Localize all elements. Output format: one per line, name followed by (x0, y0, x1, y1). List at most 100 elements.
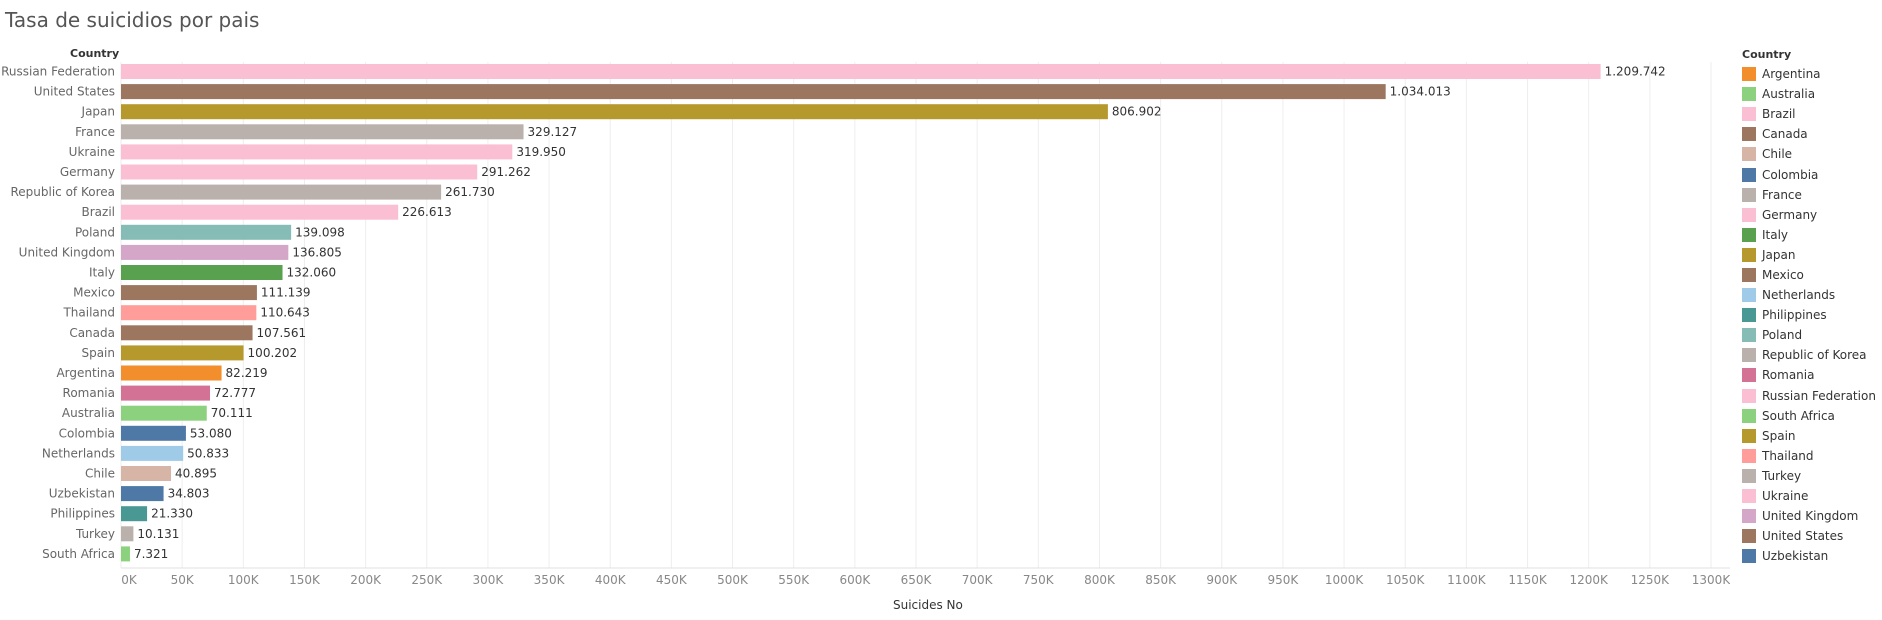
legend-label: Uzbekistan (1762, 549, 1829, 564)
category-label: Thailand (62, 306, 115, 320)
legend-swatch (1742, 348, 1756, 363)
legend-item[interactable]: Philippines (1742, 305, 1876, 325)
legend-item[interactable]: Ukraine (1742, 486, 1876, 506)
legend-swatch (1742, 509, 1756, 524)
legend-label: South Africa (1762, 408, 1835, 423)
legend-swatch (1742, 187, 1756, 202)
bar (121, 405, 207, 421)
x-tick-label: 400K (595, 573, 627, 587)
legend-item[interactable]: Thailand (1742, 446, 1876, 466)
legend-label: Chile (1762, 147, 1793, 162)
bar (121, 64, 1601, 79)
legend-swatch (1742, 408, 1756, 423)
data-label: 806.902 (1112, 105, 1162, 119)
legend-swatch (1742, 147, 1756, 162)
data-label: 329.127 (528, 125, 578, 139)
x-tick-label: 700K (962, 573, 994, 587)
x-tick-label: 1050K (1386, 573, 1426, 587)
x-tick-label: 50K (171, 573, 195, 587)
data-label: 1.209.742 (1605, 65, 1666, 79)
data-label: 132.060 (287, 266, 337, 280)
x-tick-label: 1300K (1692, 573, 1730, 587)
data-label: 70.111 (211, 406, 253, 420)
x-tick-label: 100K (228, 573, 260, 587)
x-tick-label: 750K (1023, 573, 1055, 587)
legend-item[interactable]: Netherlands (1742, 285, 1876, 305)
bar (121, 345, 244, 361)
legend-item[interactable]: France (1742, 185, 1876, 205)
chart-title: Tasa de suicidios por pais (5, 8, 260, 32)
legend-item[interactable]: Argentina (1742, 64, 1876, 84)
legend-swatch (1742, 127, 1756, 142)
category-label: Uzbekistan (49, 487, 115, 501)
legend-swatch (1742, 227, 1756, 242)
bar (121, 305, 257, 321)
legend-title: Country (1742, 48, 1792, 61)
legend-item[interactable]: Germany (1742, 205, 1876, 225)
legend-item[interactable]: Colombia (1742, 164, 1876, 184)
legend-item[interactable]: Brazil (1742, 104, 1876, 124)
category-label: Turkey (75, 527, 115, 541)
legend-item[interactable]: Chile (1742, 144, 1876, 164)
legend-item[interactable]: Mexico (1742, 265, 1876, 285)
legend-swatch (1742, 267, 1756, 282)
category-label: Germany (60, 165, 115, 179)
legend-label: Thailand (1762, 448, 1814, 463)
data-label: 261.730 (445, 185, 495, 199)
x-tick-label: 650K (901, 573, 933, 587)
legend-item[interactable]: United Kingdom (1742, 506, 1876, 526)
legend-item[interactable]: Republic of Korea (1742, 345, 1876, 365)
legend-label: United States (1762, 529, 1844, 544)
legend-swatch (1742, 428, 1756, 443)
data-label: 53.080 (190, 426, 232, 440)
legend-swatch (1742, 288, 1756, 303)
bar (121, 365, 222, 381)
legend-label: United Kingdom (1762, 509, 1859, 524)
data-label: 34.803 (168, 487, 210, 501)
legend-swatch (1742, 167, 1756, 182)
legend-item[interactable]: United States (1742, 526, 1876, 546)
legend-label: Turkey (1762, 468, 1802, 483)
bar (121, 466, 172, 481)
legend-item[interactable]: Canada (1742, 124, 1876, 144)
x-tick-label: 1000K (1325, 573, 1365, 587)
x-tick-label: 150K (289, 573, 321, 587)
category-label: Argentina (56, 366, 115, 380)
data-label: 110.643 (260, 306, 310, 320)
legend-item[interactable]: Poland (1742, 325, 1876, 345)
category-label: Russian Federation (1, 65, 115, 79)
bar (121, 204, 399, 220)
legend-swatch (1742, 368, 1756, 383)
legend-item[interactable]: Turkey (1742, 466, 1876, 486)
legend-item[interactable]: Romania (1742, 365, 1876, 385)
data-label: 50.833 (187, 446, 229, 460)
legend-item[interactable]: Australia (1742, 84, 1876, 104)
x-tick-label: 500K (717, 573, 749, 587)
bar (121, 546, 130, 562)
legend-swatch (1742, 107, 1756, 122)
x-tick-label: 250K (411, 573, 443, 587)
legend-item[interactable]: South Africa (1742, 406, 1876, 426)
data-label: 40.895 (175, 467, 217, 481)
category-label: Australia (62, 406, 115, 420)
data-label: 10.131 (137, 527, 179, 541)
data-label: 72.777 (214, 386, 256, 400)
legend-swatch (1742, 328, 1756, 343)
legend-label: Spain (1762, 428, 1796, 443)
data-label: 111.139 (261, 286, 311, 300)
legend-item[interactable]: Italy (1742, 225, 1876, 245)
category-label: Italy (89, 266, 115, 280)
x-tick-label: 850K (1145, 573, 1177, 587)
x-tick-label: 0K (121, 573, 138, 587)
category-label: Ukraine (69, 145, 115, 159)
legend-label: Colombia (1762, 167, 1819, 182)
legend-item[interactable]: Japan (1742, 245, 1876, 265)
legend-item[interactable]: Uzbekistan (1742, 546, 1876, 566)
bar (121, 325, 253, 341)
legend-label: Republic of Korea (1762, 348, 1867, 363)
legend-item[interactable]: Spain (1742, 426, 1876, 446)
legend-item[interactable]: Russian Federation (1742, 386, 1876, 406)
legend-label: Australia (1762, 87, 1816, 102)
data-label: 136.805 (292, 245, 342, 259)
legend-swatch (1742, 207, 1756, 222)
